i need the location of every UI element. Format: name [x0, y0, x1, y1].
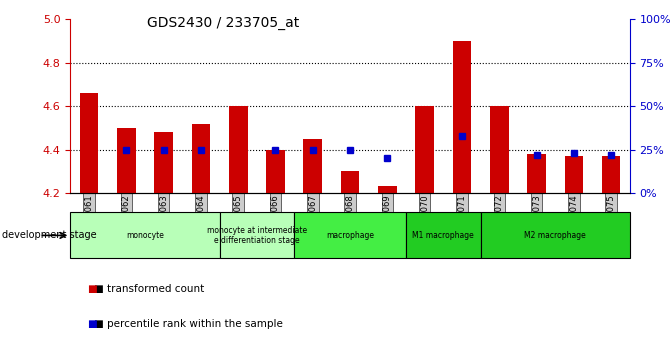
- Text: M1 macrophage: M1 macrophage: [413, 231, 474, 240]
- Text: ■: ■: [87, 319, 97, 329]
- Bar: [415, 106, 434, 193]
- Text: monocyte at intermediate
e differentiation stage: monocyte at intermediate e differentiati…: [207, 226, 307, 245]
- Text: ■ transformed count: ■ transformed count: [94, 284, 204, 293]
- Bar: [294, 212, 406, 258]
- Text: ■: ■: [87, 284, 97, 293]
- Bar: [480, 212, 630, 258]
- Bar: [229, 106, 247, 193]
- Text: ■ percentile rank within the sample: ■ percentile rank within the sample: [94, 319, 283, 329]
- Text: macrophage: macrophage: [326, 231, 374, 240]
- Bar: [266, 149, 285, 193]
- Bar: [220, 212, 294, 258]
- Bar: [341, 171, 359, 193]
- Bar: [117, 128, 135, 193]
- Bar: [406, 212, 480, 258]
- Text: development stage: development stage: [2, 230, 96, 240]
- Bar: [602, 156, 620, 193]
- Bar: [378, 187, 397, 193]
- Text: GDS2430 / 233705_at: GDS2430 / 233705_at: [147, 16, 299, 30]
- Bar: [80, 93, 98, 193]
- Text: M2 macrophage: M2 macrophage: [525, 231, 586, 240]
- Bar: [154, 132, 173, 193]
- Bar: [304, 139, 322, 193]
- Text: monocyte: monocyte: [126, 231, 164, 240]
- Bar: [453, 41, 471, 193]
- Bar: [192, 124, 210, 193]
- Bar: [70, 212, 220, 258]
- Bar: [490, 106, 509, 193]
- Bar: [527, 154, 546, 193]
- Bar: [565, 156, 583, 193]
